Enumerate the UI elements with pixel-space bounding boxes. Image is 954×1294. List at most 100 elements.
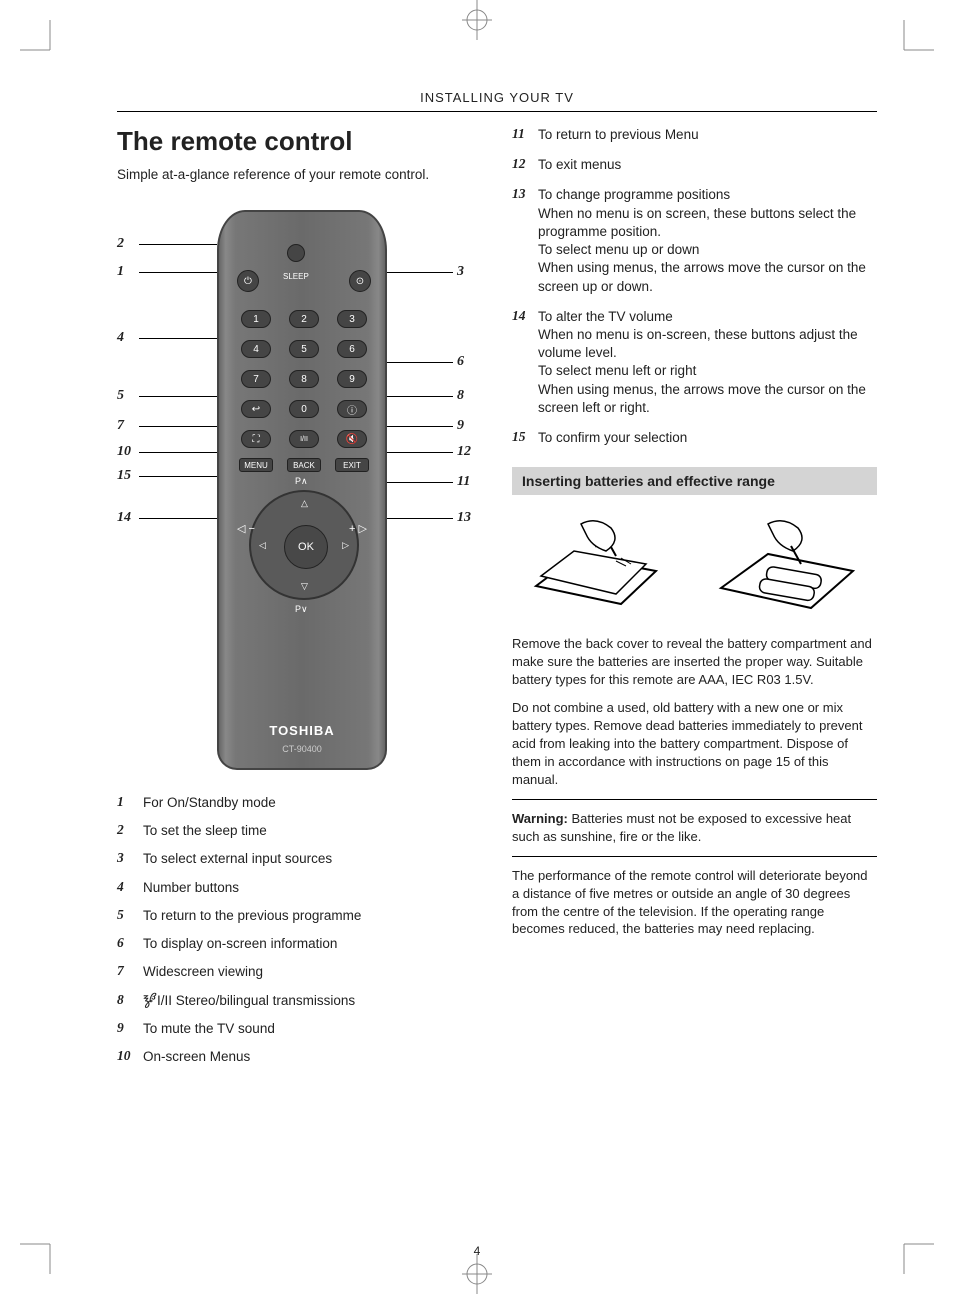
- digit-7: 7: [241, 370, 271, 388]
- function-text: To change programme positionsWhen no men…: [538, 186, 877, 295]
- callout-2: 2: [117, 236, 124, 252]
- function-number: 5: [117, 907, 143, 925]
- callout-5: 5: [117, 388, 124, 404]
- registration-mark-top: [452, 0, 502, 40]
- digit-1: 1: [241, 310, 271, 328]
- callout-8: 8: [457, 388, 464, 404]
- callout-9: 9: [457, 418, 464, 434]
- function-row-2: 2To set the sleep time: [117, 822, 482, 840]
- function-row-12: 12To exit menus: [512, 156, 877, 174]
- exit-button: EXIT: [335, 458, 369, 472]
- function-number: 7: [117, 963, 143, 981]
- ok-button: OK: [284, 525, 328, 569]
- p-down-label: P∨: [295, 604, 308, 615]
- function-row-15: 15To confirm your selection: [512, 429, 877, 447]
- page-number: 4: [0, 1244, 954, 1258]
- registration-mark-bottom: [452, 1254, 502, 1294]
- warning-paragraph: Warning: Batteries must not be exposed t…: [512, 810, 877, 846]
- callout-line: [139, 272, 217, 273]
- digit-6: 6: [337, 340, 367, 358]
- function-number: 3: [117, 850, 143, 868]
- right-column: 11To return to previous Menu 12To exit me…: [512, 126, 877, 1076]
- brand-label: TOSHIBA: [219, 723, 385, 738]
- callout-line: [387, 482, 453, 483]
- crop-mark-tr: [884, 20, 934, 70]
- warning-label: Warning:: [512, 811, 568, 826]
- function-list-right: 11To return to previous Menu 12To exit me…: [512, 126, 877, 447]
- callout-13: 13: [457, 510, 471, 526]
- function-row-14: 14To alter the TV volumeWhen no menu is …: [512, 308, 877, 417]
- callout-7: 7: [117, 418, 124, 434]
- digit-9: 9: [337, 370, 367, 388]
- model-label: CT-90400: [219, 744, 385, 754]
- return-prog-button: ↩: [241, 400, 271, 418]
- function-row-13: 13To change programme positionsWhen no m…: [512, 186, 877, 295]
- function-list-left: 1For On/Standby mode2To set the sleep ti…: [117, 794, 482, 1066]
- digit-8: 8: [289, 370, 319, 388]
- function-number: 14: [512, 308, 538, 417]
- callout-6: 6: [457, 354, 464, 370]
- function-text: To exit menus: [538, 156, 877, 174]
- callout-line: [139, 426, 217, 427]
- function-number: 8: [117, 992, 143, 1010]
- callout-1: 1: [117, 264, 124, 280]
- function-row-1: 1For On/Standby mode: [117, 794, 482, 812]
- manual-page: INSTALLING YOUR TV The remote control Si…: [0, 0, 954, 1294]
- input-button: ⊙: [349, 270, 371, 292]
- function-text: To set the sleep time: [143, 822, 482, 840]
- digit-5: 5: [289, 340, 319, 358]
- callout-line: [387, 272, 453, 273]
- divider: [512, 799, 877, 800]
- function-row-6: 6To display on-screen information: [117, 935, 482, 953]
- battery-cover-figure: [512, 511, 690, 621]
- callout-3: 3: [457, 264, 464, 280]
- function-number: 1: [117, 794, 143, 812]
- battery-figures: [512, 511, 877, 621]
- function-number: 11: [512, 126, 538, 144]
- left-column: The remote control Simple at-a-glance re…: [117, 126, 482, 1076]
- callout-11: 11: [457, 474, 470, 490]
- info-button: ⓘ: [337, 400, 367, 418]
- vol-plus-icon: + ▷: [349, 522, 367, 535]
- callout-line: [139, 338, 217, 339]
- callout-line: [387, 426, 453, 427]
- digit-2: 2: [289, 310, 319, 328]
- callout-line: [139, 518, 217, 519]
- range-paragraph: The performance of the remote control wi…: [512, 867, 877, 939]
- function-number: 15: [512, 429, 538, 447]
- callout-line: [387, 396, 453, 397]
- widescreen-button: ⛶: [241, 430, 271, 448]
- function-row-10: 10On-screen Menus: [117, 1048, 482, 1066]
- function-text: To alter the TV volumeWhen no menu is on…: [538, 308, 877, 417]
- mute-button: 🔇: [337, 430, 367, 448]
- menu-button: MENU: [239, 458, 273, 472]
- power-button: ⏻: [237, 270, 259, 292]
- sleep-label: SLEEP: [283, 272, 309, 281]
- audio-button: I/II: [289, 430, 319, 448]
- function-row-11: 11To return to previous Menu: [512, 126, 877, 144]
- page-title: The remote control: [117, 126, 482, 157]
- function-text: To select external input sources: [143, 850, 482, 868]
- function-text: 🝳I/II Stereo/bilingual transmissions: [143, 992, 482, 1010]
- callout-line: [387, 362, 453, 363]
- function-text: For On/Standby mode: [143, 794, 482, 812]
- function-row-3: 3To select external input sources: [117, 850, 482, 868]
- function-row-8: 8🝳I/II Stereo/bilingual transmissions: [117, 992, 482, 1010]
- callout-4: 4: [117, 330, 124, 346]
- divider: [512, 856, 877, 857]
- function-number: 2: [117, 822, 143, 840]
- page-header: INSTALLING YOUR TV: [117, 90, 877, 112]
- function-text: Number buttons: [143, 879, 482, 897]
- crop-mark-tl: [20, 20, 70, 70]
- function-number: 9: [117, 1020, 143, 1038]
- function-row-5: 5To return to the previous programme: [117, 907, 482, 925]
- function-row-9: 9To mute the TV sound: [117, 1020, 482, 1038]
- remote-body: ⏻ SLEEP ⊙ 1 2 3 4 5 6 7 8 9 ↩ 0 ⓘ: [217, 210, 387, 770]
- function-number: 12: [512, 156, 538, 174]
- callout-10: 10: [117, 444, 131, 460]
- p-up-label: P∧: [295, 476, 308, 487]
- battery-insert-figure: [700, 511, 878, 621]
- callout-line: [139, 476, 217, 477]
- section-header-batteries: Inserting batteries and effective range: [512, 467, 877, 495]
- function-number: 6: [117, 935, 143, 953]
